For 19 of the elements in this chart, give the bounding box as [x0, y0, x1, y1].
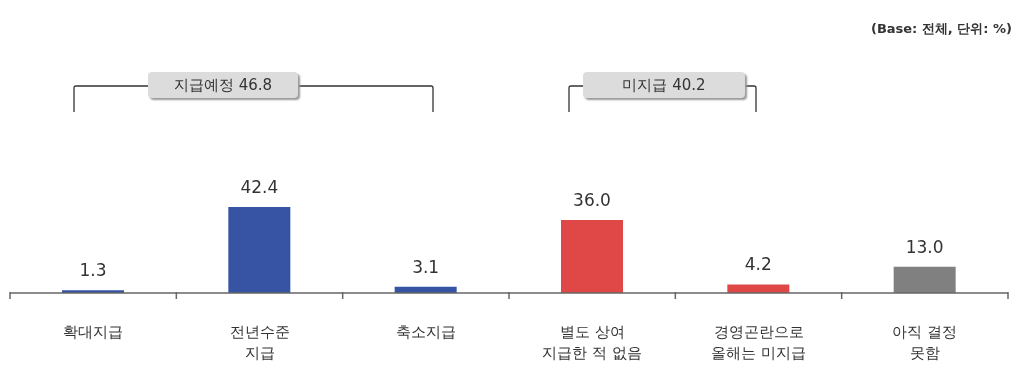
data-label: 4.2 [744, 254, 772, 275]
data-label: 36.0 [573, 189, 611, 210]
bar [727, 284, 790, 293]
text: (Base: 전체, 단위: %) [870, 20, 1012, 38]
bar [561, 219, 623, 293]
data-label: 1.3 [79, 260, 107, 281]
x-tick-label: 전년수준 지급 [229, 323, 290, 362]
bar [228, 207, 291, 293]
data-label: 13.0 [905, 236, 944, 257]
data-label: 42.4 [240, 177, 279, 197]
bar [893, 266, 956, 293]
x-tick-label: 경영곤란으로 올해는 미지급 [711, 323, 806, 362]
x-tick-label: 확대지급 [63, 323, 124, 341]
text: 지급예정 46.8 [148, 72, 298, 98]
x-tick-label: 아직 결정 못함 [892, 323, 958, 362]
x-tick-label: 별도 상여 지급한 적 없음 [542, 323, 642, 362]
data-label: 3.1 [412, 256, 440, 277]
text: 미지급 40.2 [583, 72, 745, 98]
x-tick-label: 축소지급 [395, 323, 456, 341]
